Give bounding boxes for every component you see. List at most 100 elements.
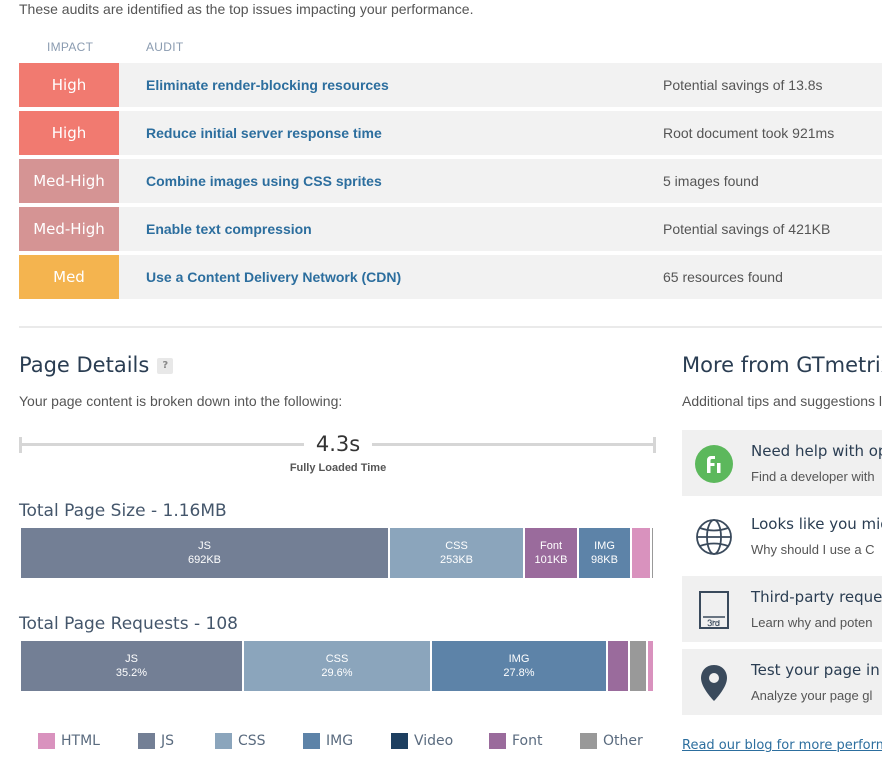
legend-item-font: Font: [489, 731, 542, 751]
legend-label: Font: [512, 733, 543, 749]
card-title: Looks like you mig: [751, 515, 882, 533]
legend-swatch: [391, 733, 408, 749]
map-pin-icon: [701, 665, 727, 701]
card-title: Test your page in m: [751, 661, 882, 679]
card-text: Analyze your page gl: [751, 688, 873, 703]
timeline-line-left: [19, 443, 304, 446]
legend-label: HTML: [61, 733, 100, 749]
gtmetrix-heading: More from GTmetrix: [682, 353, 882, 377]
legend-swatch: [303, 733, 320, 749]
segment-value-label: 98KB: [591, 554, 618, 566]
audit-detail: Root document took 921ms: [663, 125, 835, 141]
fully-loaded-value: 4.3s: [315, 432, 361, 456]
legend-item-js: JS: [138, 731, 174, 751]
impact-badge: High: [19, 63, 119, 107]
bar-segment-img: IMG 27.8%: [432, 641, 606, 691]
timeline-end-cap: [653, 437, 656, 453]
card-title: Third-party request: [751, 588, 882, 606]
segment-value-label: 35.2%: [115, 667, 148, 679]
segment-type-label: Font: [539, 540, 562, 552]
legend-swatch: [38, 733, 55, 749]
page-details-heading: Page Details?: [19, 353, 174, 377]
gtmetrix-subtitle: Additional tips and suggestions l: [682, 393, 882, 409]
test-locations-card[interactable]: Test your page in m Analyze your page gl: [682, 649, 882, 715]
page-size-bar: JS 692KB CSS 253KB Font 101KB IMG 98KB: [21, 528, 655, 578]
audit-row[interactable]: Med-High Enable text compression Potenti…: [19, 207, 882, 251]
card-text: Why should I use a C: [751, 542, 875, 557]
legend-swatch: [215, 733, 232, 749]
bar-segment-css: CSS 29.6%: [244, 641, 430, 691]
audits-intro-text: These audits are identified as the top i…: [19, 1, 474, 17]
legend-label: JS: [161, 733, 175, 749]
audit-link[interactable]: Use a Content Delivery Network (CDN): [146, 269, 402, 285]
gtmetrix-pro-icon: [695, 445, 733, 483]
bar-segment-img: IMG 98KB: [579, 528, 630, 578]
audit-detail: 65 resources found: [663, 269, 783, 285]
blog-link[interactable]: Read our blog for more perform: [682, 738, 882, 753]
impact-badge: Med-High: [19, 159, 119, 203]
bar-segment: [608, 641, 628, 691]
legend-label: IMG: [326, 733, 354, 749]
audit-detail: Potential savings of 13.8s: [663, 77, 823, 93]
audit-detail: 5 images found: [663, 173, 759, 189]
audit-link[interactable]: Reduce initial server response time: [146, 125, 382, 141]
bar-segment-font: Font 101KB: [525, 528, 577, 578]
bar-segment-css: CSS 253KB: [390, 528, 523, 578]
segment-type-label: JS: [198, 540, 211, 552]
segment-value-label: 692KB: [187, 554, 222, 566]
third-party-icon: [699, 591, 729, 629]
segment-value-label: 253KB: [439, 554, 474, 566]
segment-value-label: 101KB: [534, 554, 568, 566]
audit-row[interactable]: High Eliminate render-blocking resources…: [19, 63, 882, 107]
legend-label: CSS: [238, 733, 266, 749]
segment-value-label: 27.8%: [503, 667, 535, 679]
bar-segment-js: JS 692KB: [21, 528, 388, 578]
segment-type-label: CSS: [445, 540, 468, 552]
fully-loaded-label: Fully Loaded Time: [289, 462, 387, 474]
third-party-card[interactable]: Third-party request Learn why and poten: [682, 576, 882, 642]
card-title: Need help with op: [751, 442, 882, 460]
page-requests-bar: JS 35.2% CSS 29.6% IMG 27.8%: [21, 641, 655, 691]
audit-link[interactable]: Combine images using CSS sprites: [146, 173, 382, 189]
card-text: Learn why and poten: [751, 615, 873, 630]
impact-badge: Med-High: [19, 207, 119, 251]
page-size-title: Total Page Size - 1.16MB: [19, 501, 227, 521]
help-button[interactable]: ?: [157, 358, 174, 374]
globe-icon: [696, 519, 732, 555]
bar-segment: [630, 641, 646, 691]
gtmetrix-pro-card[interactable]: Need help with op Find a developer with: [682, 430, 882, 496]
legend-item-css: CSS: [215, 731, 266, 751]
audit-link[interactable]: Eliminate render-blocking resources: [146, 77, 389, 93]
audit-link[interactable]: Enable text compression: [146, 221, 312, 237]
legend-label: Other: [603, 733, 643, 749]
segment-value-label: 29.6%: [321, 667, 353, 679]
audit-row[interactable]: High Reduce initial server response time…: [19, 111, 882, 155]
legend-swatch: [138, 733, 155, 749]
audit-row[interactable]: Med-High Combine images using CSS sprite…: [19, 159, 882, 203]
cdn-card[interactable]: Looks like you mig Why should I use a C: [682, 503, 882, 569]
card-text: Find a developer with: [751, 469, 875, 484]
impact-column-header: IMPACT: [47, 40, 94, 54]
legend-item-html: HTML: [38, 731, 100, 751]
audit-detail: Potential savings of 421KB: [663, 221, 831, 237]
page-details-subtitle: Your page content is broken down into th…: [19, 393, 343, 409]
page-details-title: Page Details: [19, 353, 150, 377]
bar-segment: [648, 641, 653, 691]
audit-column-header: AUDIT: [146, 40, 184, 54]
legend-item-other: Other: [580, 731, 643, 751]
impact-badge: Med: [19, 255, 119, 299]
legend-item-img: IMG: [303, 731, 353, 751]
segment-type-label: IMG: [594, 540, 615, 552]
legend-item-video: Video: [391, 731, 453, 751]
bar-segment: [652, 528, 653, 578]
segment-type-label: JS: [125, 653, 138, 665]
segment-type-label: CSS: [325, 653, 349, 665]
legend-label: Video: [414, 733, 454, 749]
segment-type-label: IMG: [508, 653, 530, 665]
section-divider: [19, 326, 882, 328]
legend-swatch: [489, 733, 506, 749]
impact-badge: High: [19, 111, 119, 155]
audit-row[interactable]: Med Use a Content Delivery Network (CDN)…: [19, 255, 882, 299]
timeline-line-right: [372, 443, 655, 446]
bar-segment: [632, 528, 650, 578]
